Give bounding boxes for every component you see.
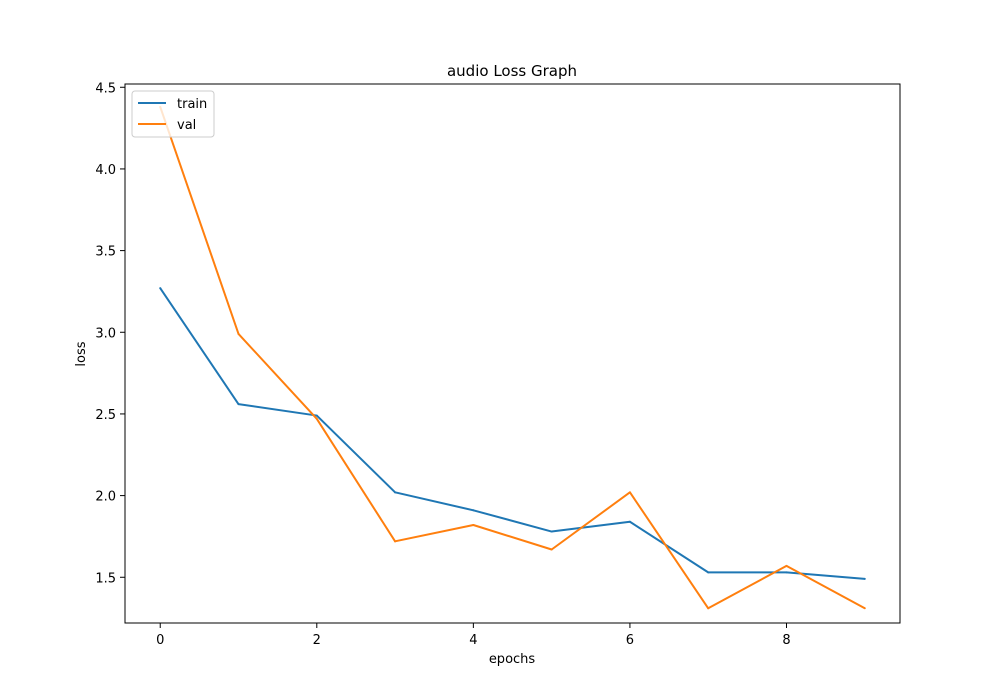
data-point-train: [863, 577, 866, 580]
y-tick-label: 2.0: [95, 490, 116, 505]
data-point-val: [785, 564, 788, 567]
data-point-val: [550, 548, 553, 551]
x-axis: 0 2 4 6 8: [156, 623, 791, 648]
data-point-val: [863, 607, 866, 610]
y-axis-label: loss: [74, 341, 89, 366]
series-line-val: [159, 106, 866, 610]
y-tick-label: 4.5: [95, 81, 116, 96]
data-point-train: [628, 520, 631, 523]
y-tick-label: 4.0: [95, 163, 116, 178]
series-line-train: [159, 287, 865, 580]
data-point-train: [472, 509, 475, 512]
legend-label-train: train: [177, 97, 207, 112]
data-point-train: [394, 491, 397, 494]
data-point-val: [315, 417, 318, 420]
x-tick-label: 8: [782, 633, 790, 648]
data-point-train: [707, 571, 710, 574]
y-tick-label: 3.0: [95, 326, 116, 341]
axes-frame: [124, 83, 901, 624]
y-axis: 1.5 2.0 2.5 3.0 3.5 4.0 4.5: [95, 81, 125, 586]
data-point-train: [315, 414, 318, 417]
data-point-val: [628, 491, 631, 494]
data-point-train: [159, 287, 162, 290]
x-tick-label: 2: [313, 633, 321, 648]
legend: train val: [131, 90, 215, 138]
data-point-val: [394, 540, 397, 543]
x-tick-label: 6: [626, 633, 634, 648]
data-point-val: [237, 332, 240, 335]
y-tick-label: 1.5: [95, 571, 116, 586]
x-axis-label: epochs: [489, 652, 536, 667]
x-tick-label: 0: [156, 633, 164, 648]
data-point-train: [550, 530, 553, 533]
data-point-val: [707, 607, 710, 610]
chart-title: audio Loss Graph: [447, 62, 577, 80]
data-point-train: [237, 403, 240, 406]
y-tick-label: 3.5: [95, 245, 116, 260]
data-point-val: [472, 524, 475, 526]
x-tick-label: 4: [469, 633, 477, 648]
legend-label-val: val: [177, 118, 196, 133]
y-tick-label: 2.5: [95, 408, 116, 423]
data-point-train: [785, 571, 788, 574]
